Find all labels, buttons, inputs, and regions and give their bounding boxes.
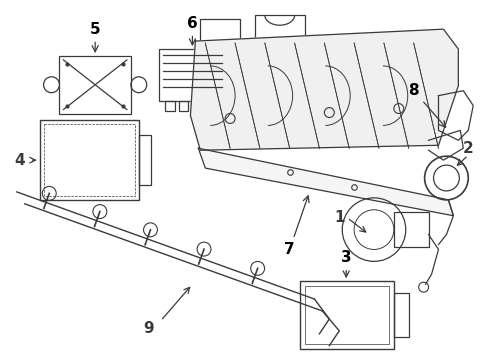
- Bar: [159, 49, 226, 100]
- Bar: [40, 121, 139, 200]
- Text: 6: 6: [187, 16, 198, 45]
- Polygon shape: [191, 29, 458, 150]
- Text: 2: 2: [463, 141, 474, 156]
- Text: 9: 9: [144, 321, 154, 336]
- Bar: [178, 100, 189, 111]
- Bar: [394, 293, 409, 337]
- Bar: [44, 125, 135, 196]
- Text: 3: 3: [341, 250, 351, 277]
- Text: 8: 8: [408, 83, 446, 127]
- Bar: [200, 19, 240, 47]
- Text: 7: 7: [284, 196, 309, 257]
- Bar: [394, 212, 429, 247]
- Text: 5: 5: [90, 22, 100, 52]
- Bar: [139, 135, 151, 185]
- Bar: [299, 281, 394, 349]
- Text: 4: 4: [14, 153, 25, 168]
- Bar: [255, 15, 305, 39]
- Text: 1: 1: [334, 210, 344, 225]
- Polygon shape: [198, 148, 453, 216]
- Bar: [193, 100, 202, 111]
- Bar: [206, 100, 216, 111]
- Bar: [305, 286, 389, 344]
- Bar: [59, 56, 131, 113]
- Bar: [165, 100, 174, 111]
